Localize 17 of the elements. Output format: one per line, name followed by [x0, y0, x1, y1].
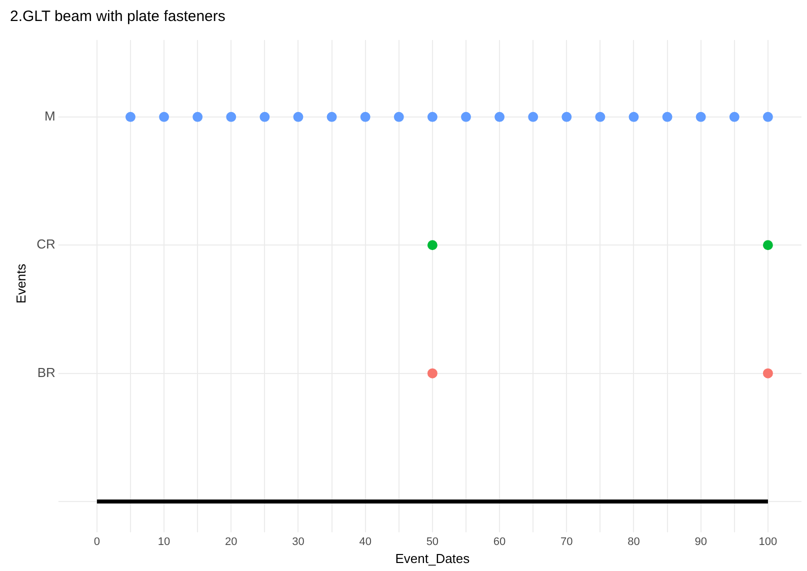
y-tick-label: BR [37, 364, 56, 380]
x-tick-label: 80 [628, 536, 640, 548]
x-tick-label: 100 [758, 536, 778, 548]
x-tick-label: 10 [158, 536, 170, 548]
y-tick-label: CR [36, 236, 56, 252]
y-tick-label: M [44, 108, 56, 124]
x-tick-label: 60 [493, 536, 506, 548]
x-tick-label: 0 [94, 536, 100, 548]
y-axis-title: Events [13, 263, 28, 304]
x-tick-label: 30 [292, 536, 304, 548]
x-tick-label: 90 [694, 536, 707, 548]
x-tick-label: 40 [359, 536, 372, 548]
chart-title: 2.GLT beam with plate fasteners [10, 8, 226, 26]
x-axis-title: Event_Dates [395, 550, 470, 566]
x-tick-label: 20 [225, 536, 238, 548]
x-tick-label: 50 [426, 536, 439, 548]
x-tick-label: 70 [560, 536, 573, 548]
